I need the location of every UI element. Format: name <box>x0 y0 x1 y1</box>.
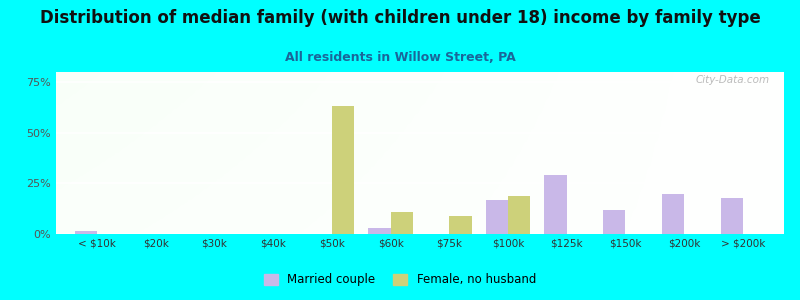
Text: City-Data.com: City-Data.com <box>695 75 770 85</box>
Bar <box>486 200 508 234</box>
Bar <box>390 212 413 234</box>
Bar <box>508 196 530 234</box>
Bar <box>74 231 97 234</box>
Bar <box>368 228 390 234</box>
Text: All residents in Willow Street, PA: All residents in Willow Street, PA <box>285 51 515 64</box>
Bar <box>332 106 354 234</box>
Text: Distribution of median family (with children under 18) income by family type: Distribution of median family (with chil… <box>40 9 760 27</box>
Bar <box>450 216 472 234</box>
Bar <box>603 210 626 234</box>
Bar <box>662 194 684 234</box>
Bar <box>721 198 743 234</box>
Legend: Married couple, Female, no husband: Married couple, Female, no husband <box>259 269 541 291</box>
Bar <box>545 175 566 234</box>
